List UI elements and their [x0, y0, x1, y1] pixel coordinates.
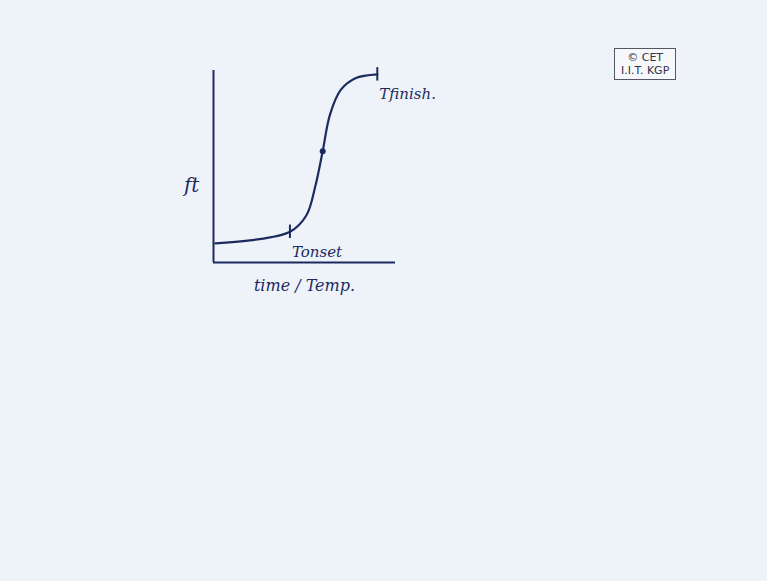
svg-text:ft: ft [182, 173, 200, 197]
html-text:I.I.T. KGP: I.I.T. KGP [621, 64, 670, 77]
html-text:© CET: © CET [627, 51, 664, 64]
svg-text:Tfinish.: Tfinish. [379, 85, 436, 103]
svg-text:Tonset: Tonset [292, 243, 343, 261]
svg-text:time / Temp.: time / Temp. [254, 276, 355, 295]
